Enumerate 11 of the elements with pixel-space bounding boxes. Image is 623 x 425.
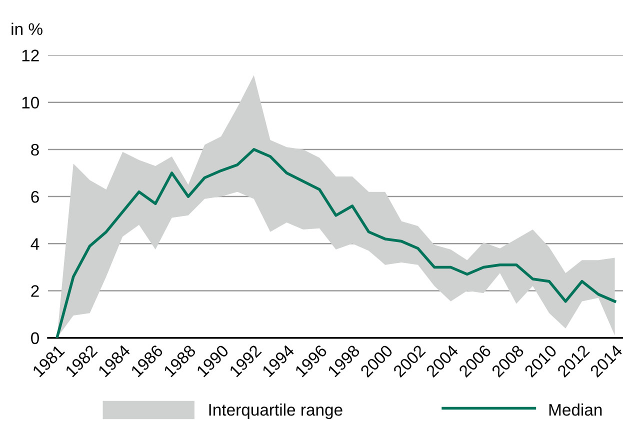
y-tick-label: 10 [22, 96, 39, 109]
text: Interquartile range [209, 404, 342, 420]
y-tick-label: 2 [31, 285, 39, 297]
text: Median [549, 404, 602, 416]
y-tick-label: 0 [31, 332, 39, 344]
y-tick-label: 12 [22, 50, 39, 62]
y-tick-label: 4 [30, 238, 40, 250]
y-tick-label: 8 [31, 144, 39, 156]
line-series [56, 148, 616, 338]
y-axis-title: in % [12, 22, 42, 35]
y-tick-label: 6 [31, 190, 39, 203]
